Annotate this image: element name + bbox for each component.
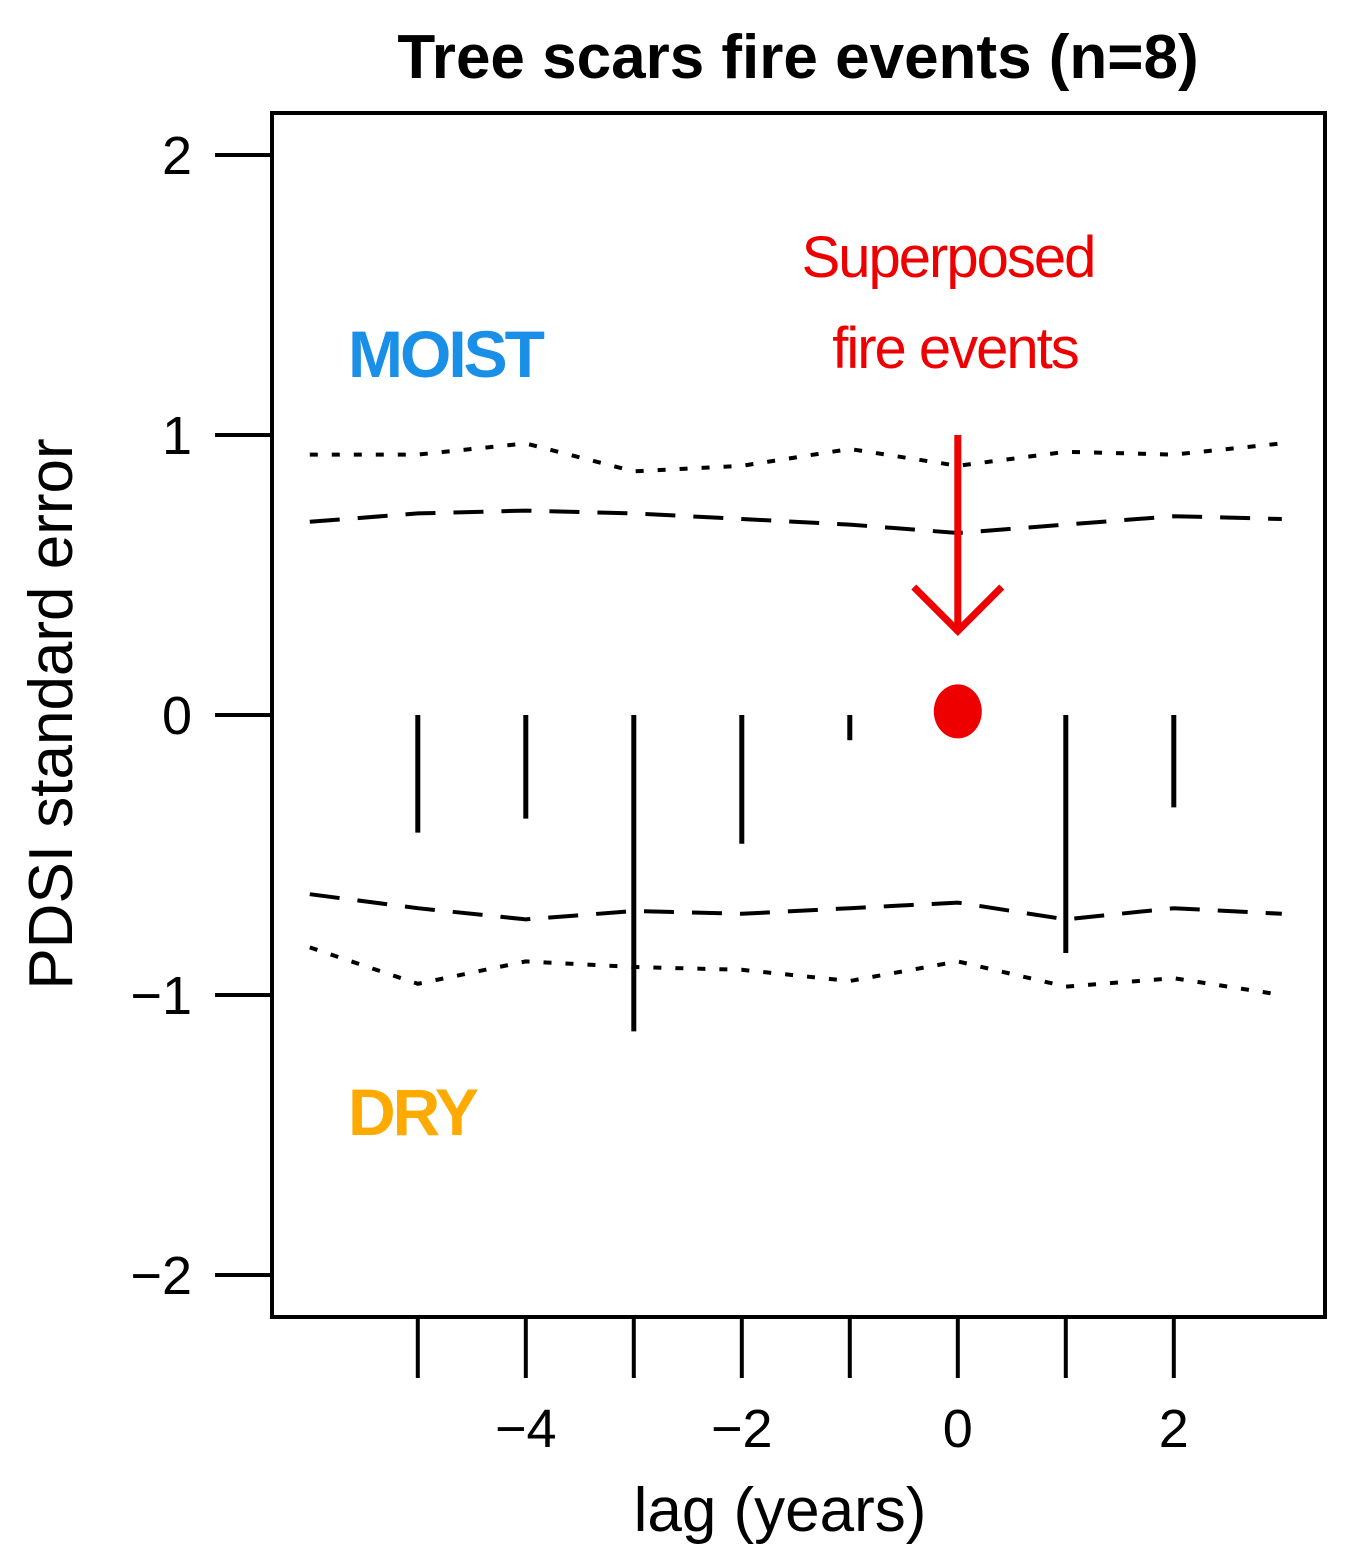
dry-label: DRY [348,1075,478,1149]
y-tick-label: −2 [130,1246,192,1306]
y-axis: −2 −1 0 1 2 [130,126,272,1306]
dotted-band-line [309,441,1283,474]
x-tick-label: −4 [495,1399,557,1459]
dotted-band-line [309,945,1283,997]
confidence-bands [309,441,1283,997]
superposed-label-line1: Superposed [802,225,1095,290]
bars [415,715,1177,1032]
x-axis-label: lag (years) [634,1476,927,1545]
dashed-band-line [309,892,1282,922]
superposed-event-point [933,684,982,739]
event-arrow [911,435,1005,636]
chart-title: Tree scars fire events (n=8) [397,23,1198,92]
y-axis-label: PDSI standard error [17,438,86,989]
superposed-label-line2: fire events [832,316,1078,381]
x-axis: −4 −2 0 2 [415,1317,1189,1459]
x-tick-label: 0 [943,1399,973,1459]
y-tick-label: 2 [162,126,192,186]
arrow-head [911,584,1005,636]
y-tick-label: 0 [162,686,192,746]
y-tick-label: 1 [162,406,192,466]
dashed-band-line [309,508,1282,536]
moist-label: MOIST [348,317,545,391]
x-tick-label: −2 [711,1399,773,1459]
x-tick-label: 2 [1159,1399,1189,1459]
y-tick-label: −1 [130,966,192,1026]
